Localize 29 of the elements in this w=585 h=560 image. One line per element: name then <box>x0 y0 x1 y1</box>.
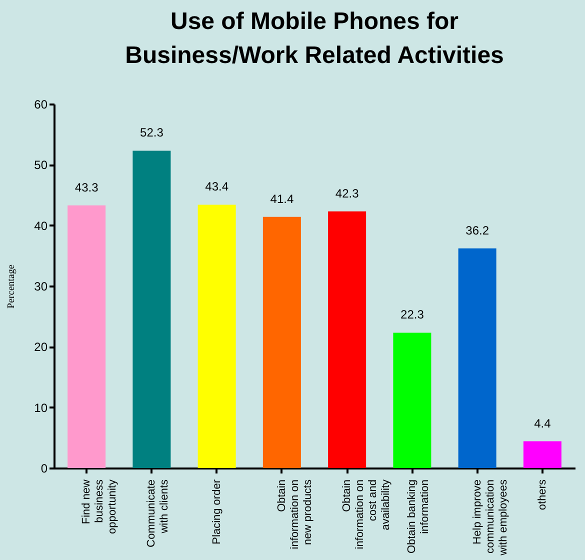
x-tick-label: Obtain information on new products <box>276 479 314 550</box>
y-tick-label: 60 <box>34 98 48 112</box>
bar <box>132 150 171 468</box>
data-label: 43.4 <box>205 180 229 194</box>
y-tick-label: 20 <box>34 340 48 354</box>
bar <box>68 205 106 468</box>
data-label: 41.4 <box>270 192 294 206</box>
chart-title: Use of Mobile Phones for Business/Work Related Activities <box>125 8 504 69</box>
x-tick-label: Find new business opportunity <box>80 479 119 534</box>
y-tick-label: 40 <box>34 218 48 233</box>
bar <box>328 211 366 468</box>
bar <box>198 204 236 468</box>
bar <box>458 248 496 468</box>
bar <box>262 216 301 468</box>
data-label: 43.3 <box>74 180 99 194</box>
y-tick-label: 50 <box>34 158 48 172</box>
data-label: 36.2 <box>466 223 490 238</box>
y-tick-label: 30 <box>34 280 48 294</box>
y-tick-label: 10 <box>34 400 48 415</box>
data-label: 52.3 <box>140 126 164 140</box>
data-label: 22.3 <box>400 308 424 322</box>
x-tick-label: others <box>536 479 548 510</box>
data-label: 4.4 <box>534 416 552 430</box>
y-axis-title: Percentage <box>6 264 18 308</box>
bar <box>393 332 432 468</box>
x-tick-label: Placing order <box>210 479 223 544</box>
y-tick-label: 0 <box>40 462 48 476</box>
bar <box>523 441 562 468</box>
data-label: 42.3 <box>335 186 360 200</box>
